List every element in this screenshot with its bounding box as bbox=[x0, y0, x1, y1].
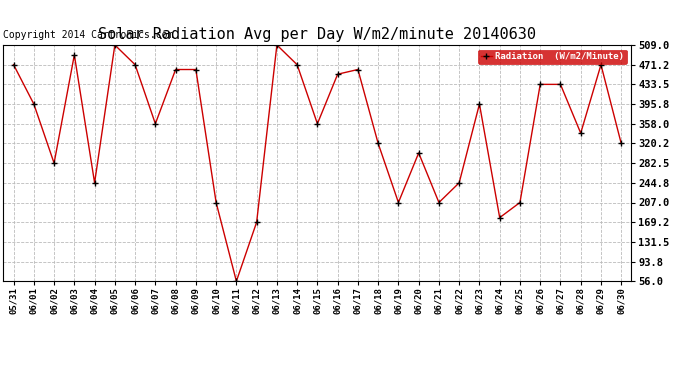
Title: Solar Radiation Avg per Day W/m2/minute 20140630: Solar Radiation Avg per Day W/m2/minute … bbox=[99, 27, 536, 42]
Legend: Radiation  (W/m2/Minute): Radiation (W/m2/Minute) bbox=[478, 50, 627, 64]
Text: Copyright 2014 Cartronics.com: Copyright 2014 Cartronics.com bbox=[3, 30, 174, 40]
